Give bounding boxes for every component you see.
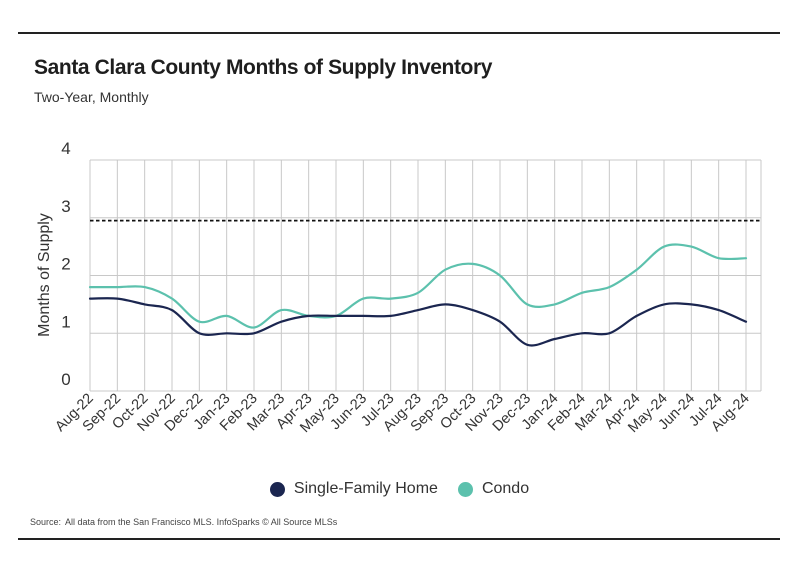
y-tick-label: 0 <box>61 370 70 389</box>
series-line-single-family-home[interactable] <box>88 297 748 347</box>
legend-label-single-family: Single-Family Home <box>293 480 438 497</box>
y-axis-label: Months of Supply <box>36 213 53 337</box>
legend-label-condo: Condo <box>481 480 530 497</box>
y-tick-label: 4 <box>61 139 70 158</box>
y-tick-label: 1 <box>61 312 70 331</box>
series-line-condo[interactable] <box>88 243 748 329</box>
y-tick-labels: 0 1 2 3 4 <box>61 139 70 389</box>
source-label: Source: <box>30 517 62 527</box>
y-tick-label: 2 <box>61 255 70 274</box>
series-lines <box>88 243 748 347</box>
y-tick-label: 3 <box>61 197 70 216</box>
source-note: Source: All data from the San Francisco M… <box>30 517 337 527</box>
source-text: All data from the San Francisco MLS. Inf… <box>65 517 338 527</box>
top-rule <box>18 32 780 34</box>
legend-item-condo[interactable]: Condo <box>457 480 530 498</box>
bottom-rule <box>18 538 780 540</box>
grid-lines <box>89 159 762 392</box>
legend-item-single-family[interactable]: Single-Family Home <box>269 480 438 498</box>
x-tick-labels: Aug-22Sep-22Oct-22Nov-22Dec-22Jan-23Feb-… <box>52 391 752 437</box>
legend-swatch-single-family <box>269 481 285 497</box>
chart-legend: Single-Family Home Condo <box>0 480 799 498</box>
legend-swatch-condo <box>457 481 473 497</box>
chart-subtitle: Two-Year, Monthly <box>34 89 149 105</box>
chart-title: Santa Clara County Months of Supply Inve… <box>34 56 493 79</box>
